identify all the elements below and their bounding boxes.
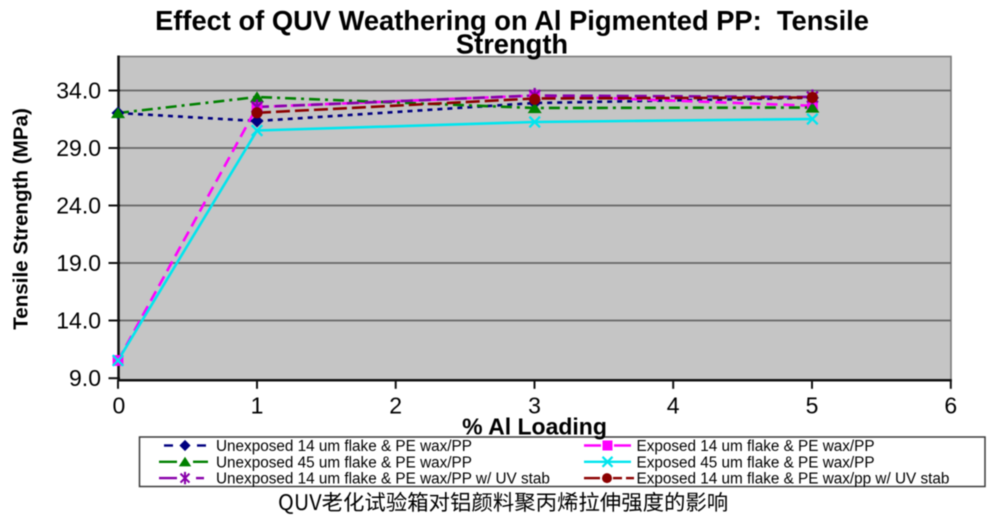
svg-text:5: 5: [806, 393, 819, 419]
svg-text:Exposed 45 um flake & PE wax/P: Exposed 45 um flake & PE wax/PP: [637, 454, 875, 471]
svg-text:Effect of QUV Weathering on Al: Effect of QUV Weathering on Al Pigmented…: [155, 5, 869, 36]
svg-text:Exposed 14 um flake & PE wax/P: Exposed 14 um flake & PE wax/PP: [637, 438, 875, 455]
svg-text:29.0: 29.0: [56, 135, 101, 161]
svg-text:1: 1: [251, 393, 264, 419]
svg-text:6: 6: [944, 393, 957, 419]
svg-text:Unexposed 45 um flake & PE wax: Unexposed 45 um flake & PE wax/PP: [216, 454, 472, 471]
svg-text:34.0: 34.0: [56, 78, 101, 104]
svg-text:Unexposed 14 um flake & PE wax: Unexposed 14 um flake & PE wax/PP w/ UV …: [216, 471, 550, 488]
svg-text:Strength: Strength: [456, 29, 568, 60]
svg-text:Unexposed 14 um flake & PE wax: Unexposed 14 um flake & PE wax/PP: [216, 438, 472, 455]
svg-text:3: 3: [528, 393, 541, 419]
svg-text:24.0: 24.0: [56, 193, 101, 219]
svg-text:% Al Loading: % Al Loading: [462, 414, 607, 440]
svg-text:19.0: 19.0: [56, 250, 101, 276]
svg-text:14.0: 14.0: [56, 308, 101, 334]
svg-text:2: 2: [389, 393, 402, 419]
svg-text:9.0: 9.0: [69, 365, 101, 391]
svg-text:Tensile Strength (MPa): Tensile Strength (MPa): [10, 108, 33, 330]
svg-text:Exposed 14 um flake & PE wax/p: Exposed 14 um flake & PE wax/pp w/ UV st…: [637, 471, 950, 488]
svg-text:0: 0: [113, 393, 126, 419]
svg-text:4: 4: [667, 393, 680, 419]
